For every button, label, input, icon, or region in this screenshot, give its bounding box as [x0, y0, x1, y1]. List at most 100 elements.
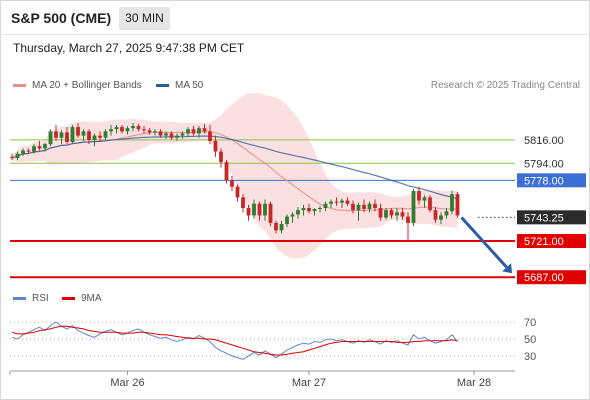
candle-body [65, 132, 69, 142]
x-tick-label-1: Mar 27 [292, 377, 326, 389]
legend-ma20-label: MA 20 + Bollinger Bands [32, 80, 142, 91]
level-label-box-4 [517, 234, 586, 249]
candle-body [54, 131, 58, 138]
candle-body [98, 135, 102, 138]
candle-body [87, 131, 91, 140]
candle-body [301, 208, 306, 211]
forecast-arrow-head [502, 263, 512, 274]
candle-body [230, 180, 234, 187]
candle-body [10, 156, 14, 158]
ma9-swatch [62, 297, 75, 300]
candle-body [356, 204, 361, 211]
x-tick-label-0: Mar 26 [110, 377, 144, 389]
legend-rsi: RSI [13, 293, 49, 304]
candle-body [59, 132, 64, 138]
legend-ma50: MA 50 [156, 80, 203, 91]
timestamp: Thursday, March 27, 2025 9:47:38 PM CET [13, 41, 245, 55]
candle-body [285, 216, 289, 224]
candle-body [351, 203, 355, 211]
candle-body [147, 130, 152, 133]
candle-body [37, 146, 42, 149]
candle-body [384, 210, 388, 218]
x-tick-label-2: Mar 28 [457, 377, 491, 389]
candle-body [175, 135, 179, 138]
candle-body [279, 223, 284, 231]
level-label-4: 5721.00 [524, 236, 564, 248]
candle-body [323, 203, 328, 209]
level-label-5: 5687.00 [524, 272, 564, 284]
rsi-swatch [13, 297, 26, 300]
candle-body [103, 131, 108, 138]
timeframe-button[interactable]: 30 MIN [119, 7, 170, 30]
candle-body [43, 144, 47, 149]
candle-body [312, 209, 317, 212]
rsi-tick-label-1: 50 [524, 334, 536, 346]
candle-body [444, 211, 449, 216]
candle-body [417, 190, 421, 201]
candle-body [70, 127, 75, 142]
candle-body [389, 210, 394, 216]
candle-body [224, 162, 229, 181]
candle-body [76, 127, 80, 136]
candle-body [92, 135, 97, 140]
level-label-box-5 [517, 270, 586, 285]
candle-body [296, 210, 300, 215]
candle-body [406, 216, 410, 223]
candle-body [263, 203, 267, 216]
level-label-box-2 [517, 173, 586, 188]
candle-body [180, 133, 185, 136]
candle-body [219, 151, 223, 163]
ma50-line [11, 135, 458, 200]
candle-body [411, 190, 416, 223]
candle-body [373, 203, 377, 209]
rsi-tick-label-0: 30 [524, 351, 536, 363]
candle-body [142, 129, 146, 131]
candle-body [125, 128, 130, 132]
candle-body [252, 203, 256, 216]
candle-body [307, 208, 311, 212]
candle-body [21, 150, 25, 154]
candle-body [345, 200, 350, 204]
candle-body [340, 200, 344, 203]
candle-body [274, 222, 278, 231]
candle-body [455, 194, 460, 216]
candle-body [235, 186, 240, 198]
candle-body [318, 208, 322, 210]
candle-body [120, 127, 124, 132]
rsi-ma9-line [11, 325, 458, 356]
candle-body [329, 201, 333, 204]
candle-body [439, 215, 443, 220]
ma50-swatch [156, 84, 169, 87]
candle-body [197, 128, 201, 134]
candle-body [433, 210, 438, 220]
candle-body [32, 146, 36, 152]
header-divider [0, 34, 590, 35]
level-label-1: 5794.00 [524, 158, 564, 170]
candle-body [191, 129, 196, 134]
candle-body [26, 150, 31, 152]
level-label-2: 5778.00 [524, 175, 564, 187]
candle-body [169, 133, 174, 138]
candle-body [362, 204, 366, 210]
candle-body [257, 203, 262, 216]
candle-body [208, 131, 212, 141]
candle-body [268, 203, 273, 223]
legend-ma50-label: MA 50 [175, 80, 204, 91]
candle-body [202, 128, 207, 132]
legend-rsi-label: RSI [32, 293, 49, 304]
bollinger-band [12, 93, 458, 259]
candle-body [400, 212, 405, 217]
level-label-0: 5816.00 [524, 135, 564, 147]
level-label-3: 5743.25 [524, 212, 564, 224]
forecast-arrow-shaft [460, 216, 508, 269]
legend-9ma-label: 9MA [81, 293, 102, 304]
rsi-tick-label-2: 70 [524, 317, 536, 329]
candle-body [367, 203, 372, 210]
candle-body [81, 131, 86, 136]
legend-9ma: 9MA [62, 293, 102, 304]
candle-body [395, 212, 399, 216]
research-credit: Research © 2025 Trading Central [430, 80, 580, 91]
candle-body [164, 133, 168, 136]
candle-body [213, 140, 218, 152]
